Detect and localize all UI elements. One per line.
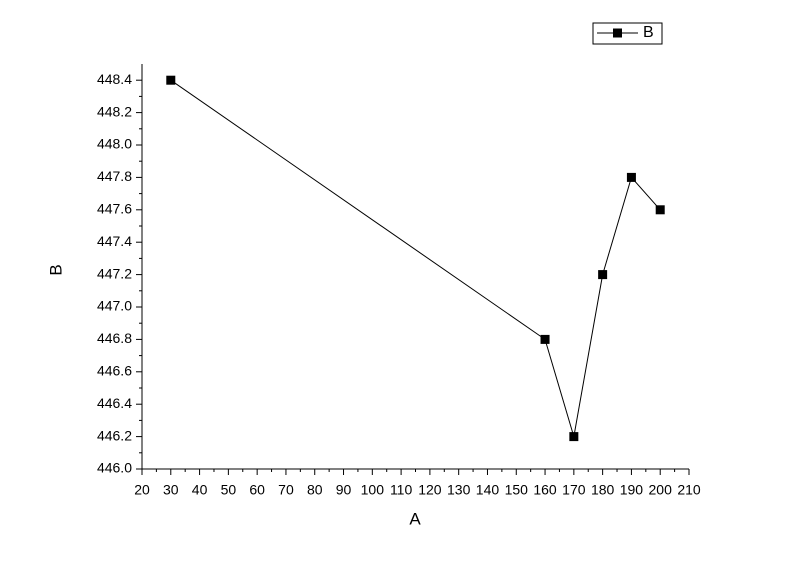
x-tick-label: 70 (278, 482, 294, 498)
y-tick-label: 446.6 (97, 363, 132, 379)
y-tick-label: 446.0 (97, 460, 132, 476)
x-tick-label: 110 (390, 482, 413, 498)
y-tick-label: 447.4 (97, 233, 132, 249)
x-tick-label: 20 (134, 482, 150, 498)
legend-marker (613, 28, 622, 38)
x-tick-label: 120 (418, 482, 442, 498)
x-tick-label: 50 (221, 482, 237, 498)
data-point (540, 334, 550, 344)
x-tick-label: 140 (476, 482, 500, 498)
y-axis-title: B (46, 264, 65, 275)
y-tick-label: 448.2 (97, 103, 132, 119)
y-tick-label: 446.8 (97, 330, 132, 346)
x-tick-label: 210 (677, 482, 701, 498)
data-point (569, 432, 579, 442)
x-tick-label: 90 (336, 482, 352, 498)
x-tick-label: 100 (361, 482, 385, 498)
y-tick-label: 448.4 (97, 71, 132, 87)
y-tick-label: 447.0 (97, 298, 132, 314)
x-tick-label: 200 (649, 482, 673, 498)
x-tick-label: 190 (620, 482, 644, 498)
x-tick-label: 150 (505, 482, 529, 498)
x-tick-label: 40 (192, 482, 208, 498)
data-point (626, 172, 636, 182)
y-tick-label: 448.0 (97, 136, 132, 152)
data-point (598, 270, 608, 280)
x-tick-label: 180 (591, 482, 615, 498)
x-tick-label: 160 (533, 482, 557, 498)
y-tick-label: 447.6 (97, 201, 132, 217)
x-tick-label: 60 (249, 482, 265, 498)
x-tick-label: 130 (447, 482, 471, 498)
y-tick-label: 447.8 (97, 168, 132, 184)
data-point (655, 205, 665, 215)
y-tick-label: 447.2 (97, 265, 132, 281)
x-axis-title: A (409, 509, 421, 528)
y-tick-label: 446.4 (97, 395, 132, 411)
x-tick-label: 170 (562, 482, 586, 498)
x-tick-label: 80 (307, 482, 323, 498)
legend-box (592, 22, 663, 45)
y-tick-label: 446.2 (97, 427, 132, 443)
data-point (166, 75, 176, 85)
series-line (170, 79, 661, 437)
x-tick-label: 30 (163, 482, 179, 498)
legend-label: B (643, 24, 654, 41)
